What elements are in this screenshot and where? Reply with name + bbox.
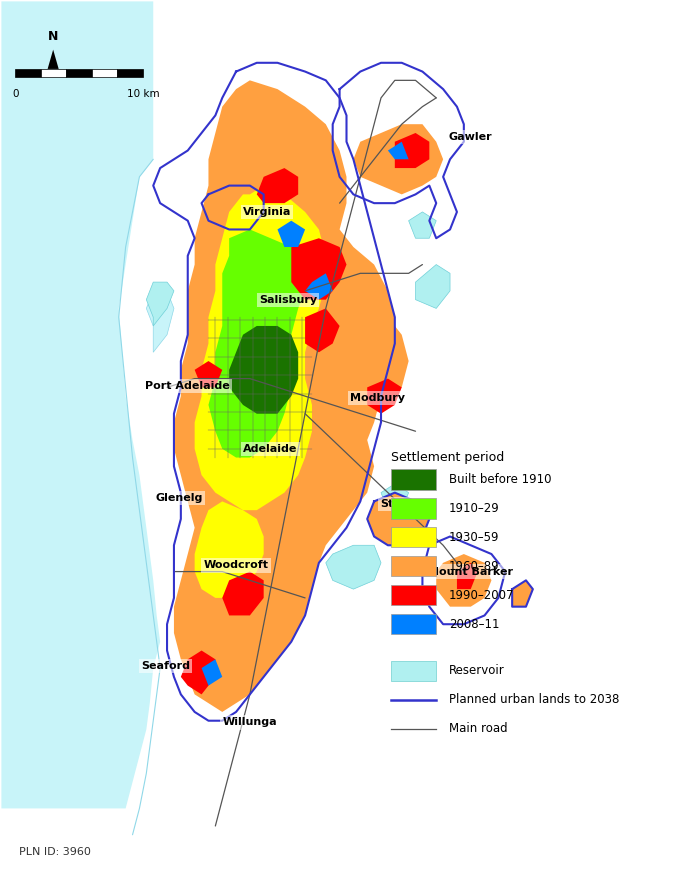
Polygon shape: [305, 308, 340, 352]
Bar: [392, 498, 436, 518]
Polygon shape: [436, 554, 491, 606]
Text: PLN ID: 3960: PLN ID: 3960: [19, 847, 91, 857]
Polygon shape: [229, 326, 298, 414]
Bar: [41, 70, 67, 77]
Text: Settlement period: Settlement period: [392, 451, 505, 464]
Text: Adelaide: Adelaide: [243, 444, 298, 454]
Polygon shape: [277, 221, 305, 247]
Polygon shape: [512, 580, 533, 606]
Text: Virginia: Virginia: [243, 207, 291, 217]
Bar: [392, 614, 436, 634]
Text: Glenelg: Glenelg: [156, 493, 203, 502]
Polygon shape: [340, 308, 409, 414]
Text: 0: 0: [12, 89, 19, 99]
Text: 1990–2007: 1990–2007: [448, 589, 514, 602]
Bar: [15, 70, 41, 77]
Bar: [392, 556, 436, 576]
Bar: [392, 469, 436, 489]
Polygon shape: [146, 282, 174, 326]
Polygon shape: [174, 80, 395, 712]
Text: 1910–29: 1910–29: [448, 502, 500, 515]
Text: Stirling: Stirling: [380, 499, 426, 509]
Polygon shape: [195, 186, 326, 510]
Text: 1930–59: 1930–59: [448, 531, 499, 544]
Polygon shape: [381, 484, 409, 510]
Text: Salisbury: Salisbury: [258, 295, 317, 304]
Polygon shape: [416, 265, 450, 308]
Polygon shape: [367, 493, 430, 546]
Text: Woodcroft: Woodcroft: [204, 561, 269, 570]
Polygon shape: [367, 378, 402, 414]
Text: Built before 1910: Built before 1910: [448, 473, 551, 486]
Text: Reservoir: Reservoir: [448, 664, 505, 678]
Text: Modbury: Modbury: [350, 392, 405, 403]
Bar: [392, 527, 436, 547]
Text: Gawler: Gawler: [449, 132, 493, 143]
Bar: [392, 585, 436, 605]
Text: 1960–89: 1960–89: [448, 560, 499, 573]
Polygon shape: [222, 572, 263, 615]
Bar: [67, 70, 91, 77]
Text: N: N: [48, 30, 58, 42]
Polygon shape: [326, 546, 381, 589]
Polygon shape: [48, 49, 59, 69]
Text: Seaford: Seaford: [141, 662, 190, 671]
Bar: [392, 661, 436, 681]
Polygon shape: [209, 230, 305, 458]
Text: Mount Barker: Mount Barker: [428, 567, 514, 576]
Polygon shape: [257, 168, 298, 203]
Polygon shape: [388, 142, 409, 159]
Polygon shape: [395, 133, 430, 168]
Polygon shape: [181, 650, 216, 694]
Polygon shape: [457, 563, 477, 589]
Bar: [91, 70, 117, 77]
Polygon shape: [195, 361, 222, 387]
Polygon shape: [409, 212, 436, 238]
Polygon shape: [353, 124, 443, 194]
Polygon shape: [146, 291, 174, 352]
Bar: [117, 70, 143, 77]
Polygon shape: [1, 2, 160, 809]
Text: Planned urban lands to 2038: Planned urban lands to 2038: [448, 693, 619, 706]
Text: Willunga: Willunga: [222, 717, 277, 728]
Polygon shape: [202, 659, 222, 686]
Text: Main road: Main road: [448, 722, 507, 735]
Text: Port Adelaide: Port Adelaide: [146, 381, 230, 391]
Polygon shape: [305, 274, 333, 300]
Polygon shape: [291, 238, 346, 300]
Polygon shape: [195, 502, 263, 598]
Text: 2008–11: 2008–11: [448, 618, 499, 631]
Text: 10 km: 10 km: [127, 89, 159, 99]
